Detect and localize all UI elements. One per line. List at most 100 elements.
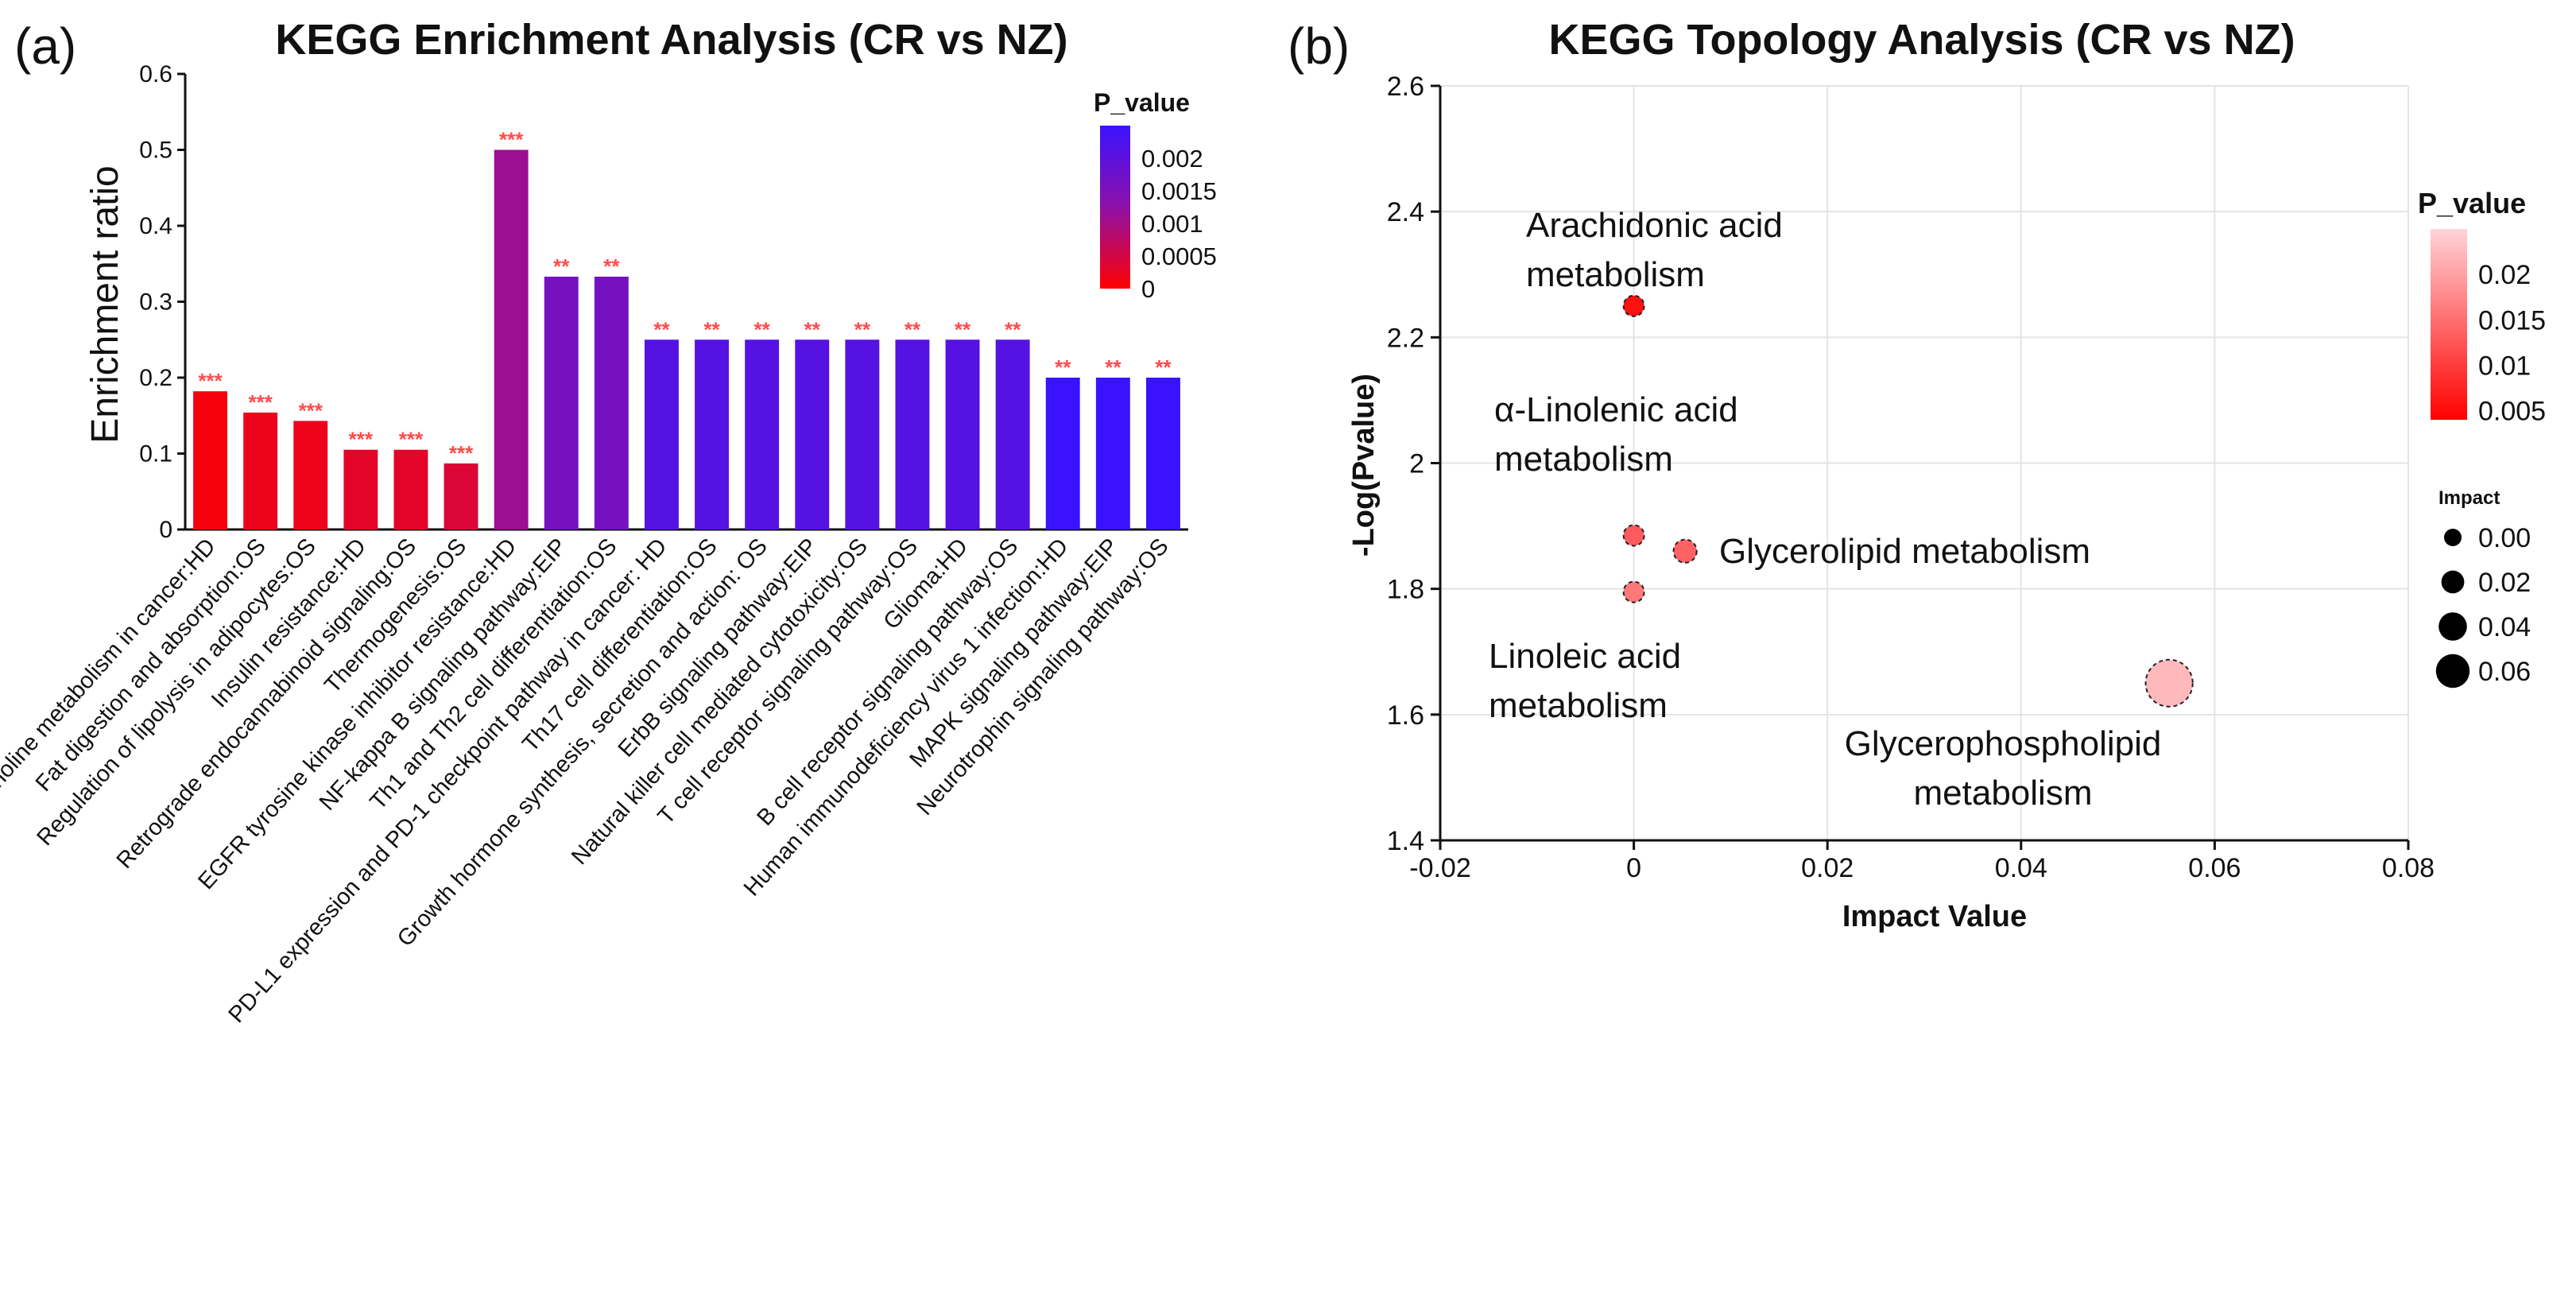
chart-a-significance-label: ***: [248, 390, 273, 414]
chart-a-y-tick-label: 0.4: [139, 213, 172, 239]
chart-a-significance-label: **: [1005, 317, 1021, 341]
chart-a-bar: [695, 339, 730, 529]
chart-a-bar: [544, 276, 579, 529]
chart-a-legend-gradient: [1100, 126, 1130, 289]
chart-a-significance-label: **: [955, 317, 971, 341]
chart-a-bar: [745, 339, 780, 529]
chart-b-size-legend-dot: [2444, 529, 2462, 546]
chart-b-point-label: α-Linolenic acid: [1494, 390, 1738, 429]
chart-b-point: [1622, 524, 1645, 547]
chart-b-size-legend-label: 0.04: [2478, 612, 2531, 642]
chart-b-x-tick-label: 0: [1626, 853, 1641, 883]
chart-b-legend-title: P_value: [2418, 187, 2526, 219]
chart-a-bar: [1045, 378, 1080, 529]
chart-a-y-tick-label: 0.3: [139, 289, 172, 316]
chart-b-legend-gradient: [2431, 229, 2467, 420]
chart-a-significance-label: **: [1055, 355, 1071, 379]
chart-a-significance-label: **: [854, 317, 871, 341]
chart-a-bar: [995, 339, 1030, 529]
chart-a-y-tick-label: 0.2: [139, 365, 172, 391]
chart-b-point-label: Arachidonic acid: [1526, 206, 1783, 245]
chart-b-point-label: Glycerophospholipid: [1845, 724, 2162, 763]
chart-a-significance-label: ***: [399, 428, 424, 452]
chart-a-y-tick-label: 0.5: [139, 138, 172, 164]
panel-a-letter: (a): [14, 17, 76, 75]
chart-a-title: KEGG Enrichment Analysis (CR vs NZ): [275, 16, 1067, 64]
topology-scatter-chart: (b) KEGG Topology Analysis (CR vs NZ) Im…: [1288, 16, 2546, 933]
chart-b-point: [1622, 580, 1645, 603]
chart-a-significance-label: **: [653, 317, 670, 341]
chart-a-bars: ***Choline metabolism in cancer:HD***Fat…: [0, 128, 1180, 1028]
chart-a-ylabel: Enrichment ratio: [84, 165, 126, 443]
chart-a-bar: [644, 339, 679, 529]
chart-a-bar: [343, 449, 378, 529]
chart-b-legend-tick: 0.01: [2478, 351, 2531, 381]
chart-b-size-legend-label: 0.00: [2478, 523, 2531, 553]
chart-a-significance-label: ***: [299, 398, 323, 422]
chart-a-y-tick-label: 0.6: [139, 61, 172, 87]
chart-a-bar: [895, 339, 930, 529]
chart-a-legend-title: P_value: [1094, 88, 1190, 117]
chart-b-point: [2144, 658, 2194, 708]
chart-b-legend-tick: 0.015: [2478, 305, 2546, 336]
chart-a-bar: [795, 339, 830, 529]
chart-b-y-tick-label: 1.8: [1387, 575, 1424, 605]
chart-b-y-tick-label: 2.2: [1387, 323, 1424, 353]
chart-a-color-legend: P_value 0.002 0.0015 0.001 0.0005 0: [1094, 88, 1217, 303]
chart-b-point-label: metabolism: [1494, 440, 1673, 479]
chart-a-bar: [193, 391, 228, 529]
chart-a-bar: [243, 412, 278, 529]
chart-a-significance-label: **: [905, 317, 921, 341]
chart-a-y-tick-label: 0: [159, 517, 172, 543]
chart-a-bar: [594, 276, 629, 529]
chart-b-point: [1672, 538, 1698, 564]
chart-b-y-tick-label: 2.4: [1387, 197, 1424, 227]
chart-b-size-legend-label: 0.02: [2478, 568, 2531, 598]
chart-b-y-tick-label: 2.6: [1387, 72, 1424, 102]
chart-a-bar: [393, 449, 428, 529]
chart-b-size-legend-dot: [2438, 612, 2467, 641]
chart-a-legend-tick: 0: [1141, 275, 1155, 303]
chart-a-legend-tick: 0.002: [1141, 145, 1203, 173]
enrichment-bar-chart: (a) KEGG Enrichment Analysis (CR vs NZ) …: [0, 16, 1217, 1028]
chart-b-color-legend: P_value 0.02 0.015 0.01 0.005: [2418, 187, 2546, 427]
chart-a-bar: [1145, 378, 1180, 529]
chart-b-y-tick-label: 1.4: [1387, 826, 1424, 856]
chart-b-point-label: metabolism: [1526, 255, 1705, 294]
chart-a-significance-label: **: [804, 317, 821, 341]
chart-b-point: [1622, 294, 1645, 317]
chart-b-size-legend-dot: [2435, 654, 2470, 688]
chart-a-bar: [1095, 378, 1130, 529]
chart-a-bar: [494, 149, 529, 529]
chart-b-points: [1622, 294, 2194, 708]
chart-b-size-legend-label: 0.06: [2478, 657, 2531, 687]
chart-b-size-legend: Impact 0.00 0.02 0.04 0.06: [2435, 487, 2531, 688]
chart-a-significance-label: **: [1155, 355, 1172, 379]
chart-b-x-tick-label: 0.04: [1995, 853, 2047, 883]
chart-b-y-tick-label: 1.6: [1387, 700, 1424, 731]
chart-a-legend-tick: 0.0005: [1141, 242, 1217, 270]
chart-b-point-label: metabolism: [1489, 686, 1668, 725]
chart-b-annotations: Arachidonic acid metabolism α-Linolenic ac…: [1489, 206, 2161, 813]
chart-a-legend-tick: 0.0015: [1141, 177, 1217, 205]
chart-a-y-tick-label: 0.1: [139, 441, 172, 467]
chart-b-xlabel: Impact Value: [1842, 900, 2027, 933]
chart-b-x-tick-label: 0.06: [2188, 853, 2241, 883]
chart-a-significance-label: ***: [198, 369, 223, 393]
chart-b-ylabel: -Log(Pvalue): [1347, 374, 1381, 557]
chart-a-significance-label: ***: [499, 128, 524, 152]
chart-b-x-tick-label: -0.02: [1409, 853, 1471, 883]
chart-b-legend-tick: 0.005: [2478, 397, 2546, 427]
chart-a-bar: [293, 421, 328, 529]
chart-b-x-tick-label: 0.08: [2382, 853, 2435, 883]
chart-a-significance-label: **: [603, 254, 620, 278]
chart-a-significance-label: ***: [349, 428, 374, 452]
chart-a-significance-label: **: [1105, 355, 1121, 379]
chart-a-bar: [945, 339, 980, 529]
chart-b-x-tick-label: 0.02: [1801, 853, 1854, 883]
chart-a-significance-label: ***: [449, 441, 474, 465]
chart-a-significance-label: **: [754, 317, 771, 341]
chart-a-bar: [845, 339, 880, 529]
chart-a-significance-label: **: [703, 317, 720, 341]
